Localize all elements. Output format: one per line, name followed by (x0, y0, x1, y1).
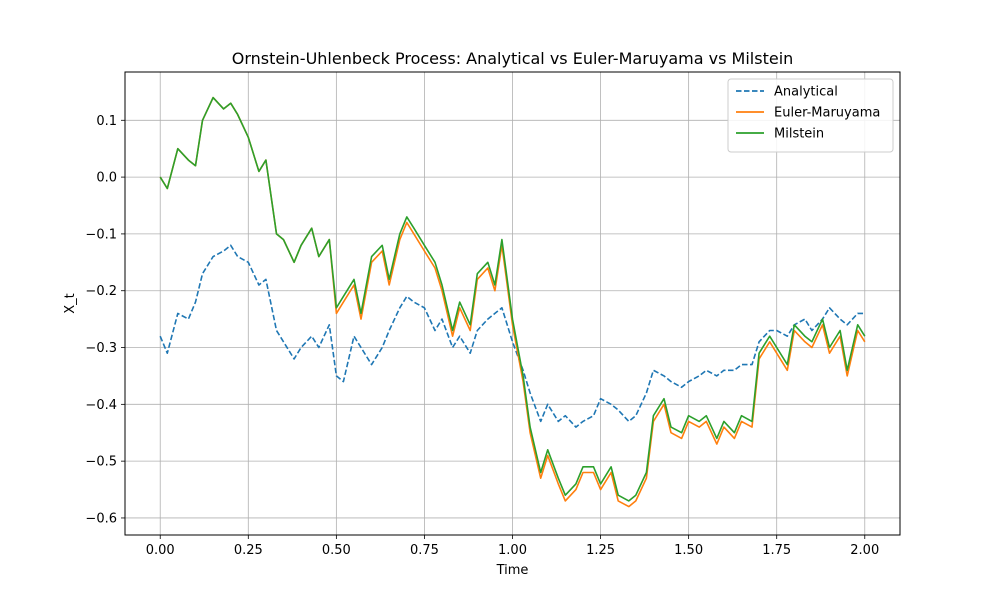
y-tick-label: −0.4 (85, 398, 117, 413)
plot-lines (159, 96, 866, 508)
chart-title: Ornstein-Uhlenbeck Process: Analytical v… (232, 49, 794, 68)
y-tick-label: −0.6 (85, 511, 117, 526)
x-tick-label: 1.00 (498, 543, 527, 558)
y-tick-label: 0.1 (96, 114, 117, 129)
x-tick-label: 0.75 (410, 543, 439, 558)
x-tick-label: 0.50 (322, 543, 351, 558)
y-tick-label: −0.1 (85, 227, 117, 242)
legend-label: Euler-Maruyama (774, 106, 880, 121)
y-tick-label: −0.2 (85, 284, 117, 299)
axis-ticks: 0.00 0.25 0.50 0.75 1.00 1.25 1.50 1.75 2.00 −0.6… (85, 114, 879, 558)
y-axis-label: X_t (63, 293, 78, 314)
series-line-analytical (159, 244, 865, 428)
y-tick-label: −0.5 (85, 455, 117, 470)
y-tick-label: −0.3 (85, 341, 117, 356)
x-tick-label: 2.00 (850, 543, 879, 558)
legend: Analytical Euler-Maruyama Milstein (727, 78, 894, 153)
x-axis-label: Time (496, 563, 529, 578)
legend-label: Analytical (774, 85, 838, 100)
legend-label: Milstein (774, 127, 824, 142)
legend-box (727, 78, 894, 153)
x-tick-label: 0.00 (146, 543, 175, 558)
x-tick-label: 1.50 (674, 543, 703, 558)
x-tick-label: 1.25 (586, 543, 615, 558)
x-tick-label: 1.75 (762, 543, 791, 558)
series-line-milstein (159, 96, 866, 502)
y-tick-label: 0.0 (96, 171, 117, 186)
x-tick-label: 0.25 (234, 543, 263, 558)
